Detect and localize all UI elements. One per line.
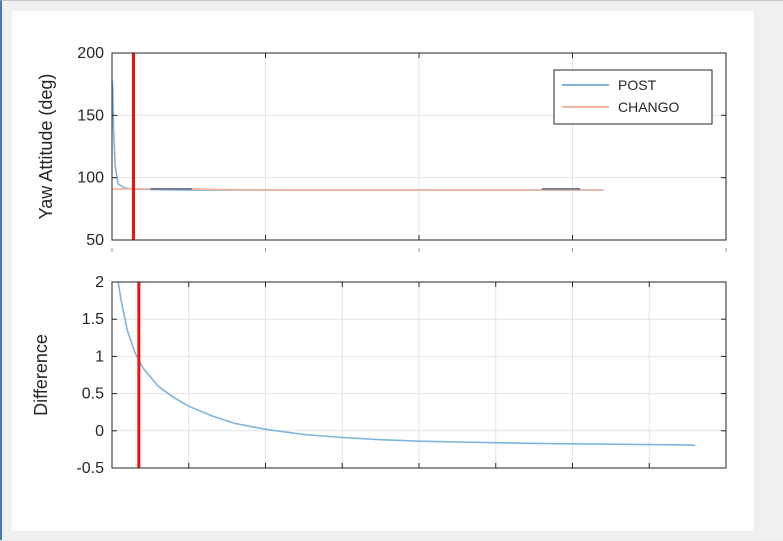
legend-label-chango: CHANGO bbox=[618, 99, 680, 115]
y-axis-label: Difference bbox=[31, 334, 51, 416]
legend: POST CHANGO bbox=[553, 69, 713, 125]
legend-box bbox=[553, 69, 713, 125]
y-tick-label: 1.5 bbox=[82, 311, 104, 328]
y-tick-label: 150 bbox=[77, 107, 104, 124]
y-tick-label: 200 bbox=[77, 45, 104, 62]
y-tick-label: 2 bbox=[95, 274, 104, 291]
y-tick-label: 50 bbox=[86, 232, 104, 249]
y-axis-label: Yaw Attitude (deg) bbox=[36, 74, 56, 220]
figure-canvas: 50 100 150 200 Yaw Attitude (deg) POST CHANGO … bbox=[12, 11, 754, 531]
legend-label-post: POST bbox=[618, 77, 657, 93]
y-tick-label: 1 bbox=[95, 348, 104, 365]
y-tick-label: 100 bbox=[77, 170, 104, 187]
yaw-attitude-plot: 50 100 150 200 Yaw Attitude (deg) POST CHANGO bbox=[36, 45, 727, 252]
difference-plot: -0.5 0 0.5 1 1.5 2 Difference bbox=[31, 274, 727, 477]
y-tick-label: 0.5 bbox=[82, 386, 104, 403]
y-tick-label: -0.5 bbox=[76, 460, 104, 477]
y-tick-label: 0 bbox=[95, 423, 104, 440]
